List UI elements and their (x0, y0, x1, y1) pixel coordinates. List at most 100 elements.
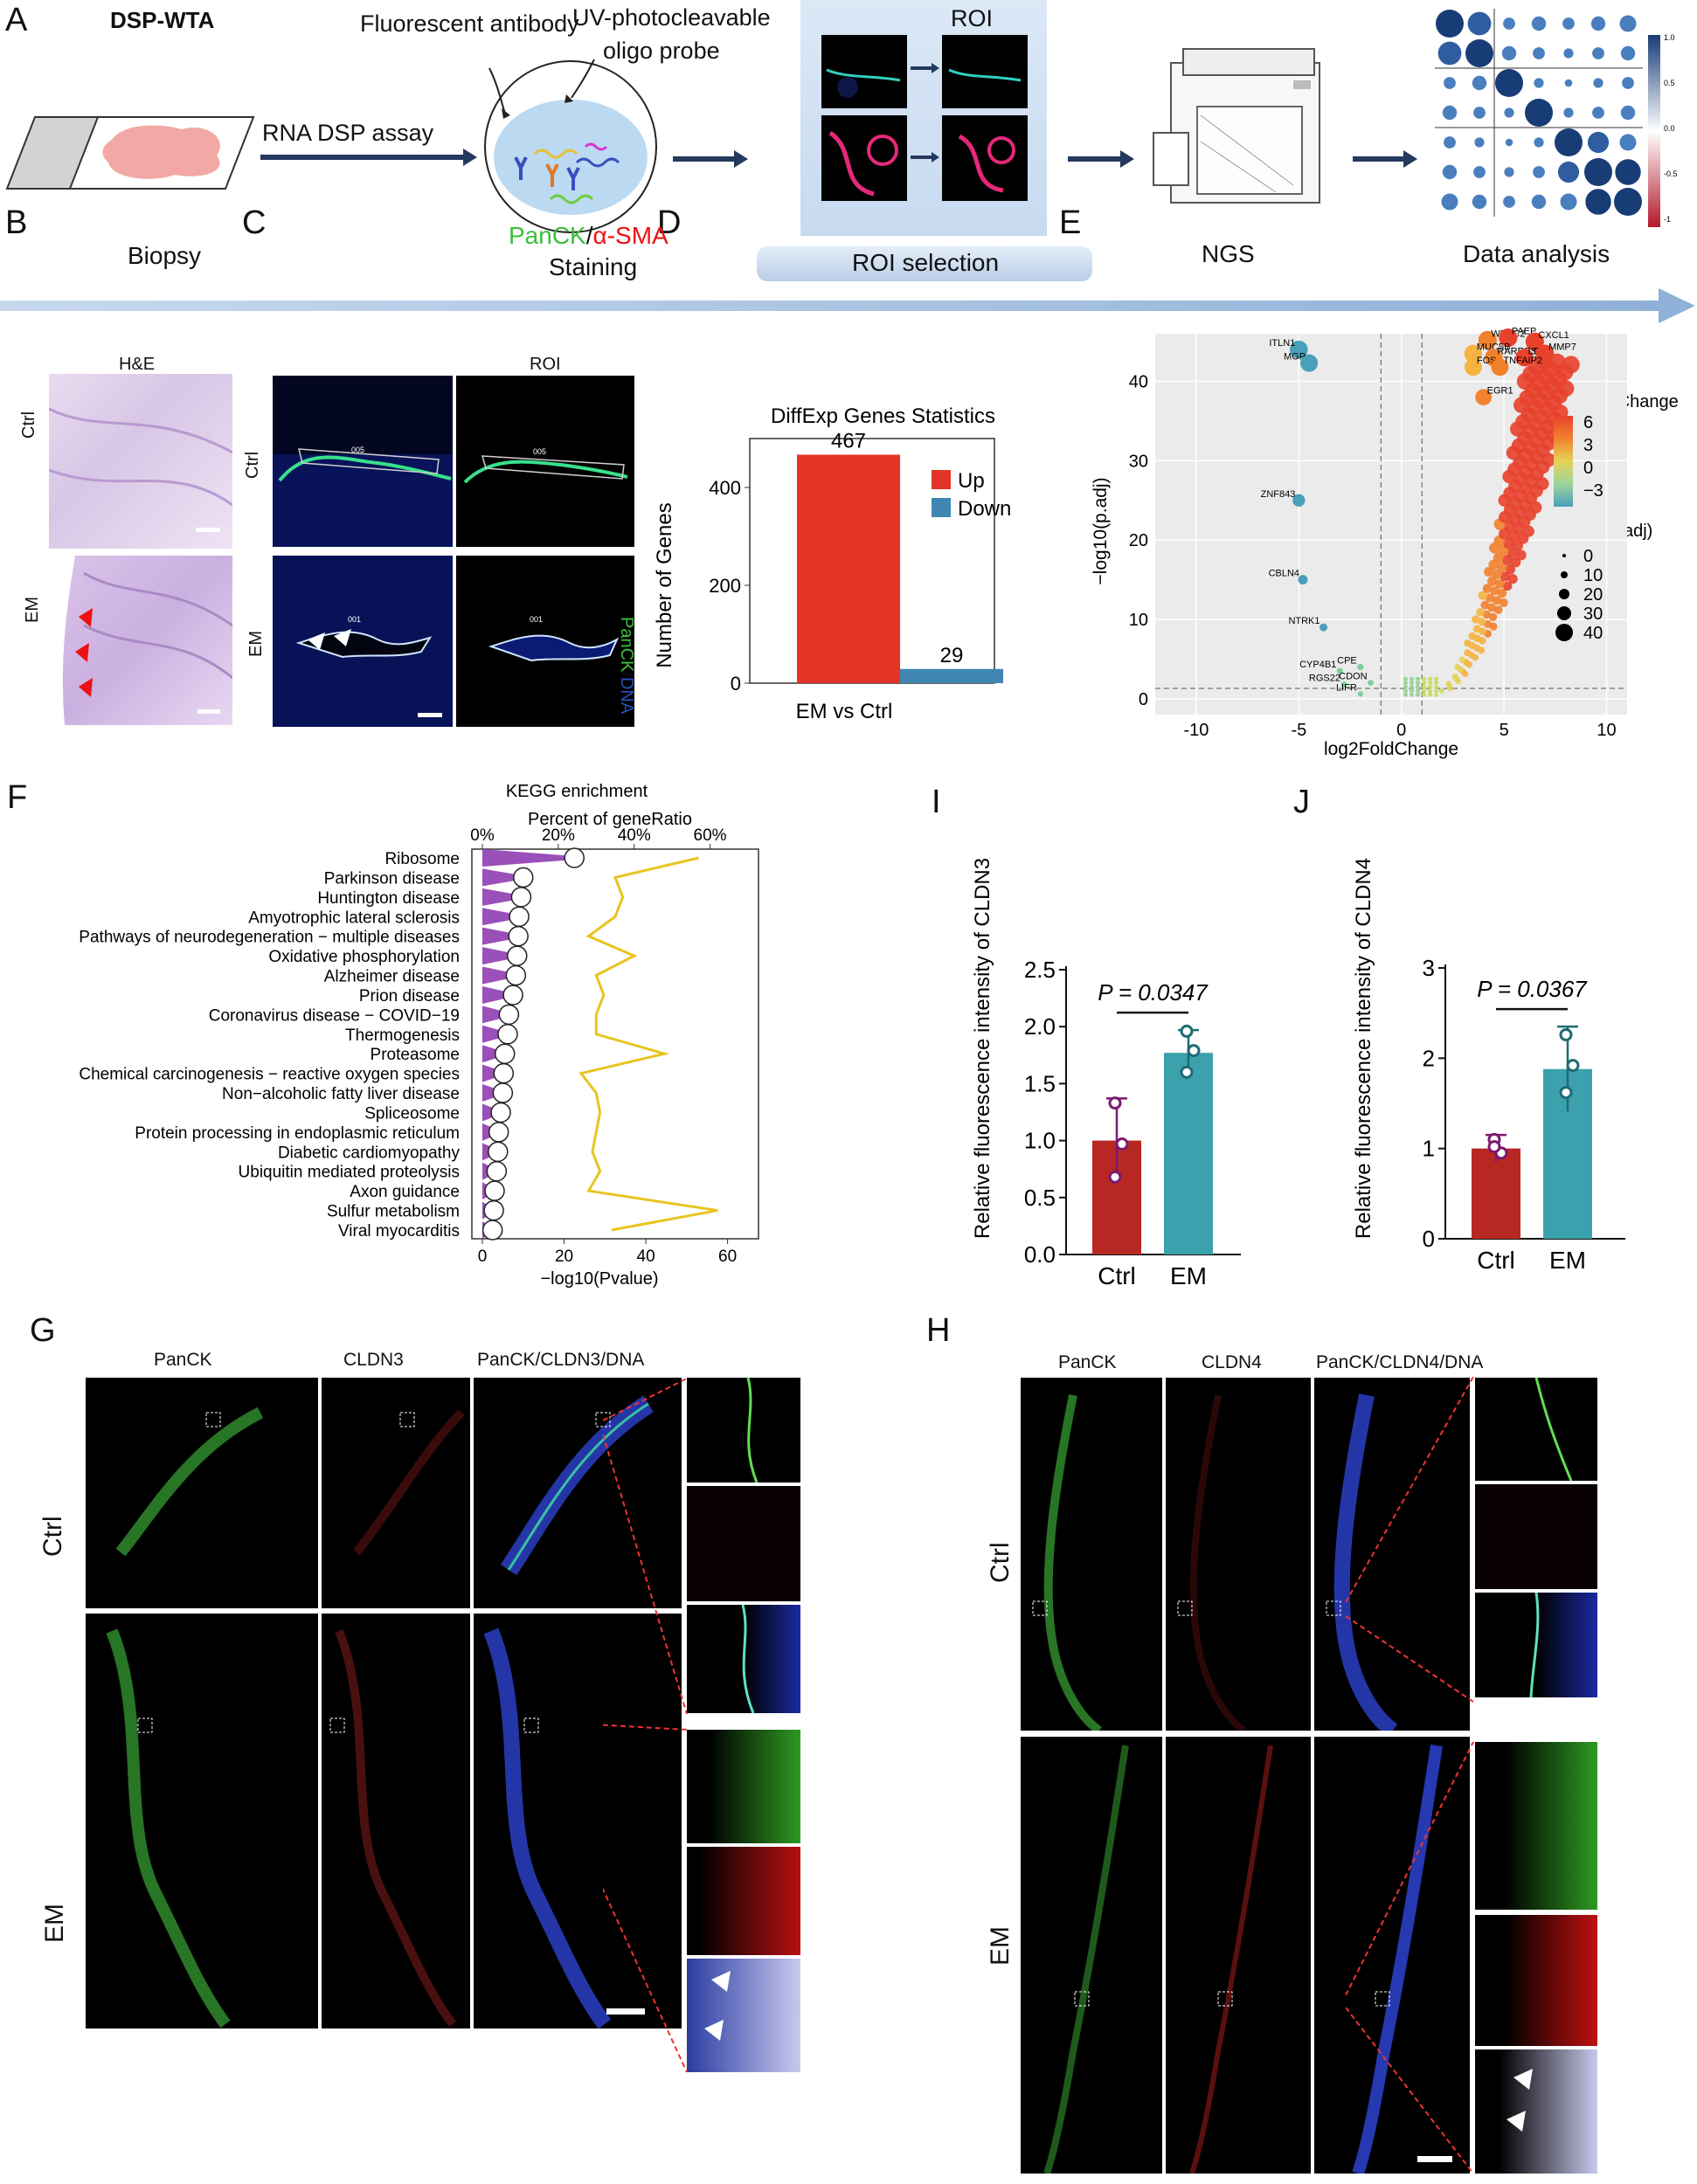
chart-e-labeled-point (1298, 575, 1308, 585)
chart-f-category-label: Ribosome (384, 850, 460, 868)
ytick-label: 1.0 (1024, 1128, 1056, 1154)
staining-panck-label: PanCK (509, 222, 586, 249)
heatmap-cell (1560, 193, 1577, 211)
heatmap-cell (1555, 128, 1583, 156)
heatmap-cell (1501, 45, 1517, 61)
roi-thumb-ctrl-selected (942, 35, 1028, 108)
roi-image-ctrl: 005 (456, 376, 634, 547)
chart-f-category-label: Prion disease (359, 987, 460, 1006)
chart-e-point (1445, 681, 1452, 687)
heatmap-cell (1467, 11, 1492, 36)
chart-e-point (1403, 688, 1408, 694)
chart-f-frame (471, 848, 759, 1240)
panel-label-c: C (242, 204, 267, 241)
ytick-label: 0.0 (1024, 1241, 1056, 1268)
he-image-em (49, 556, 233, 725)
chart-e-xtick-label: -10 (1184, 721, 1209, 740)
chart-e-ytick-label: 20 (1129, 531, 1148, 550)
chart-d-xlabel: EM vs Ctrl (796, 700, 893, 723)
chart-e-point (1458, 656, 1466, 664)
chart-e-gene-label: FOS (1477, 356, 1497, 366)
fluorescent-antibody-label-line: Fluorescent antibody (360, 10, 579, 37)
chart-d-ylabel: Number of Genes (654, 502, 676, 667)
g-em-merge-image (474, 1614, 682, 2029)
chart-f-top-tick-label: 40% (618, 826, 651, 845)
heatmap-legend-tick: 0.5 (1664, 79, 1675, 87)
chart-e-point (1499, 598, 1508, 607)
arrow-icon (673, 150, 748, 168)
uv-probe-label-line1: UV-photocleavable (572, 4, 771, 31)
arrow-icon (911, 152, 939, 162)
heatmap-cell (1504, 107, 1514, 118)
data-point (1487, 1140, 1501, 1154)
chart-f-category-label: Viral myocarditis (338, 1222, 460, 1241)
chart-f-dot (509, 906, 530, 928)
chart-e-labeled-point (1320, 623, 1328, 632)
chart-d-ytick-label: 0 (731, 673, 741, 695)
chart-i-cldn3: Relative fluorescence intensity of CLDN3… (971, 858, 1241, 1289)
chart-f-dot (483, 1199, 504, 1221)
chart-e-point (1434, 676, 1439, 681)
chart-e-point (1428, 681, 1433, 686)
chart-f-dot (486, 1160, 508, 1182)
heatmap-legend-tick: 1.0 (1664, 33, 1675, 42)
chart-e-point (1451, 673, 1458, 680)
chart-e-xtick-label: -5 (1291, 721, 1306, 740)
chart-e-point (1493, 605, 1503, 614)
chart-f-top-tick-label: 0% (470, 826, 495, 845)
chart-e-gene-label: NTRK1 (1288, 616, 1320, 626)
biopsy-label: Biopsy (128, 242, 202, 269)
chart-e-point (1428, 688, 1433, 694)
chart-f-top-tick-label: 60% (694, 826, 727, 845)
data-point (1108, 1096, 1122, 1110)
chart-e-point (1487, 576, 1497, 586)
chart-e-xtick-label: 10 (1597, 721, 1616, 740)
heatmap-cell (1562, 17, 1575, 30)
chart-e-point (1497, 562, 1507, 572)
chart-f-category-label: Parkinson disease (324, 869, 460, 888)
arrow-icon (260, 149, 477, 166)
data-point (1180, 1024, 1194, 1038)
chart-e-gene-label: MGP (1284, 352, 1306, 363)
chart-e-ytick-label: 40 (1129, 373, 1148, 392)
g-zoom-connector-lines (603, 1378, 688, 2073)
heatmap-cell (1531, 194, 1547, 210)
chart-f-dot (513, 867, 534, 888)
heatmap-cell (1531, 16, 1547, 31)
chart-f-category-label: Pathways of neurodegeneration − multiple… (79, 929, 460, 947)
chart-e-point (1487, 603, 1497, 612)
chart-e-point (1488, 612, 1498, 621)
chart-e-point (1472, 615, 1480, 624)
chart-f-bar (482, 888, 522, 906)
chart-e-point (1428, 692, 1433, 697)
chart-e-point (1464, 649, 1472, 657)
chart-f-dot (488, 1122, 509, 1143)
heatmap-cell (1620, 105, 1636, 121)
g-em-cldn3-image (322, 1614, 470, 2028)
chart-f-dot (502, 985, 523, 1006)
h-em-merge-image (1314, 1737, 1470, 2176)
h-em-zoom-cldn4 (1475, 1915, 1597, 2046)
chart-e-size-legend-dot (1561, 571, 1568, 578)
data-point (1108, 1170, 1122, 1184)
g-em-zoom-merge (687, 1959, 800, 2072)
chart-f-category-label: Huntington disease (317, 889, 460, 908)
roi-thumb-em-selected (942, 115, 1028, 201)
chart-e-gene-label: CPE (1337, 656, 1357, 667)
chart-e-point (1416, 684, 1421, 689)
heatmap-cell (1619, 15, 1637, 32)
chart-d-data-label: 467 (831, 429, 866, 453)
chart-f-kegg: KEGG enrichment Percent of geneRatio −lo… (79, 782, 759, 1289)
chart-e-point (1416, 681, 1421, 686)
data-analysis-label: Data analysis (1463, 240, 1610, 267)
chart-e-point (1492, 569, 1502, 579)
g-ctrl-zoom-cldn3 (687, 1486, 800, 1601)
chart-e-xlabel: log2FoldChange (1324, 739, 1458, 759)
chart-e-size-legend-dot (1555, 624, 1573, 641)
chart-e-labeled-point (1499, 328, 1518, 348)
panel-label-e: E (1059, 204, 1082, 241)
workflow-progress-arrow (0, 288, 1695, 323)
chart-e-point (1492, 596, 1502, 605)
chart-e-size-legend-tick: 20 (1583, 585, 1603, 605)
chart-e-ytick-label: 30 (1129, 452, 1148, 471)
